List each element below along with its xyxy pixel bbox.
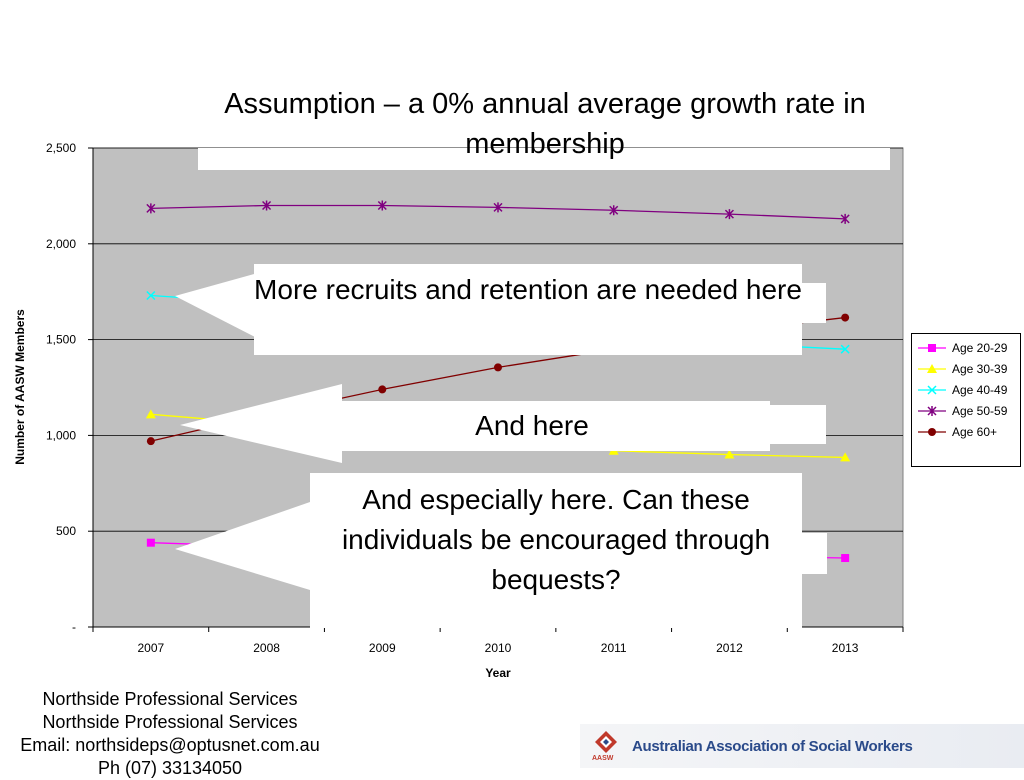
callout-layer: [175, 148, 890, 628]
logo-text: Australian Association of Social Workers: [632, 738, 913, 755]
legend-swatch: [918, 344, 946, 352]
data-point: [494, 363, 502, 372]
legend-swatch: [918, 406, 946, 416]
x-tick-label: 2012: [716, 641, 743, 655]
data-point: [927, 364, 937, 373]
data-point: [145, 409, 156, 419]
data-point: [146, 538, 155, 547]
footer: Northside Professional Services Northsid…: [0, 688, 340, 780]
data-point: [840, 452, 851, 462]
x-tick-label: 2010: [485, 641, 512, 655]
x-axis-title: Year: [485, 666, 511, 680]
data-point: [927, 385, 937, 395]
data-point: [146, 203, 156, 214]
y-tick-label: 2,000: [46, 237, 76, 251]
y-tick-label: 500: [56, 524, 76, 538]
data-point: [493, 202, 503, 213]
legend-label: Age 60+: [952, 425, 998, 439]
callout-box: [310, 473, 802, 628]
footer-line: Northside Professional Services: [42, 712, 298, 732]
x-tick-label: 2013: [832, 641, 859, 655]
chart-legend: Age 20-29 Age 30-39 Age 40-49 Age 50-59 Age …: [911, 333, 1021, 467]
data-point: [928, 344, 936, 352]
data-point: [724, 209, 734, 220]
legend-swatch: [918, 428, 946, 436]
data-point: [928, 428, 936, 436]
x-tick-label: 2011: [601, 641, 627, 655]
data-point: [927, 406, 937, 416]
data-point: [724, 449, 735, 459]
data-point: [840, 213, 850, 224]
x-tick-label: 2009: [369, 641, 396, 655]
legend-swatch: [918, 385, 946, 395]
legend-item: Age 30-39: [912, 359, 1020, 379]
data-point: [262, 200, 272, 211]
data-point: [841, 313, 850, 322]
aasw-logo-icon: [595, 731, 617, 753]
y-tick-label: 1,500: [46, 333, 76, 347]
callout-box: [254, 264, 802, 355]
legend-item: Age 50-59: [912, 401, 1020, 421]
y-tick-label: 2,500: [46, 141, 76, 155]
legend-label: Age 40-49: [952, 383, 1008, 397]
slide-title: Assumption – a 0% annual average growth …: [224, 88, 866, 160]
x-tick-label: 2008: [253, 641, 280, 655]
callout-box: [342, 401, 770, 451]
callout-here-text: And here: [475, 410, 589, 441]
y-tick-label: -: [72, 620, 76, 634]
data-point: [840, 344, 850, 354]
callout-arrow-tail: [770, 405, 826, 444]
callout-arrow-tail: [802, 533, 827, 574]
legend-label: Age 30-39: [952, 362, 1008, 376]
callout-arrow: [175, 502, 310, 590]
callout-arrow: [180, 384, 342, 463]
data-point: [841, 554, 850, 563]
y-tick-label: 1,000: [46, 428, 76, 442]
data-point: [146, 437, 155, 446]
footer-line: Northside Professional Services: [42, 689, 298, 709]
data-point: [377, 200, 387, 211]
series-age-50-59: [146, 200, 850, 224]
legend-label: Age 20-29: [952, 341, 1008, 355]
data-point: [609, 205, 619, 216]
data-point: [378, 385, 387, 394]
legend-item: Age 20-29: [912, 338, 1020, 358]
title-backdrop: [198, 148, 890, 170]
aasw-logo: AASW Australian Association of Social Wo…: [580, 724, 1024, 768]
callout-recruits-text: More recruits and retention are needed h…: [254, 274, 802, 305]
legend-item: Age 40-49: [912, 380, 1020, 400]
callout-especially-text: And especially here. Can these individua…: [341, 484, 771, 595]
callout-arrow-tail: [800, 283, 826, 323]
data-point: [146, 291, 156, 301]
x-tick-label: 2007: [138, 641, 165, 655]
y-axis-title: Number of AASW Members: [13, 309, 27, 465]
legend-item: Age 60+: [912, 422, 1020, 442]
footer-phone: Ph (07) 33134050: [97, 758, 243, 778]
legend-label: Age 50-59: [952, 404, 1008, 418]
legend-swatch: [918, 364, 946, 373]
footer-email: Email: northsideps@optusnet.com.au: [20, 735, 320, 755]
logo-mark-text: AASW: [592, 755, 614, 762]
